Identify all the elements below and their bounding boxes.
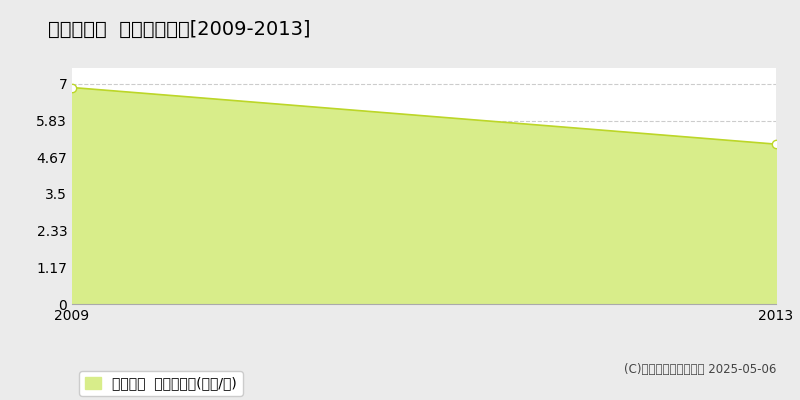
Text: 加東市野村  住宅価格推移[2009-2013]: 加東市野村 住宅価格推移[2009-2013] [48,20,310,39]
Text: (C)土地価格ドットコム 2025-05-06: (C)土地価格ドットコム 2025-05-06 [624,363,776,376]
Legend: 住宅価格  平均坪単価(万円/坪): 住宅価格 平均坪単価(万円/坪) [79,371,242,396]
